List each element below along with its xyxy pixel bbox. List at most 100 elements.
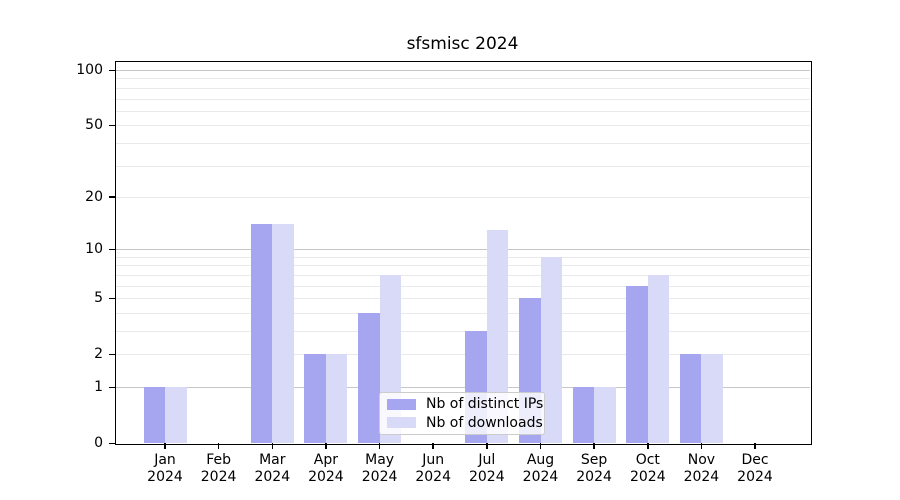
bar-downloads-mar [272,224,294,443]
y-tick-1 [109,386,115,388]
y-tick-20 [109,196,115,198]
x-tick-may [378,443,381,449]
x-tick-label-jan: Jan 2024 [133,452,197,486]
gridline-minor-20 [115,196,810,198]
x-tick-dec [754,443,756,449]
gridline-minor-40 [115,142,810,144]
x-tick-label-sep: Sep 2024 [562,452,626,486]
gridline-major-10 [115,249,810,251]
gridline-minor-8 [115,265,810,267]
x-tick-year-jun: 2024 [415,469,451,485]
y-tick-label-2: 2 [94,346,103,363]
x-tick-mar [271,443,273,449]
y-tick-5 [109,297,115,300]
gridline-minor-3 [115,331,810,332]
bar-distinct-ips-oct [626,285,648,443]
x-tick-year-nov: 2024 [683,469,720,485]
x-tick-year-mar: 2024 [254,469,291,485]
y-tick-0 [109,442,115,444]
x-tick-year-apr: 2024 [308,469,344,485]
x-tick-feb [217,443,220,449]
bar-downloads-jan [165,387,187,443]
x-tick-label-may: May 2024 [348,452,412,486]
legend-swatch-downloads-icon [387,417,416,429]
bar-downloads-oct [647,274,670,443]
x-tick-year-sep: 2024 [576,469,612,485]
x-tick-month-mar: Mar [259,452,286,468]
bar-distinct-ips-jan [143,387,165,443]
y-tick-label-100: 100 [76,62,103,78]
x-tick-month-oct: Oct [635,452,660,468]
gridline-minor-80 [115,87,810,89]
y-tick-10 [109,248,115,251]
legend-label-downloads: Nb of downloads [426,414,543,431]
gridline-minor-90 [115,78,810,80]
x-tick-month-dec: Dec [741,452,769,468]
y-tick-label-5: 5 [94,290,103,307]
x-tick-month-nov: Nov [687,452,716,468]
x-tick-month-jul: Jul [478,452,496,468]
gridline-minor-2 [115,354,810,356]
gridline-major-1 [115,387,810,388]
gridline-minor-5 [115,298,810,300]
bar-downloads-nov [701,354,723,443]
x-tick-jul [486,443,488,449]
x-tick-label-jun: Jun 2024 [401,452,465,486]
legend-label-distinct-ips: Nb of distinct IPs [426,396,544,413]
gridline-minor-50 [115,125,810,127]
gridline-minor-4 [115,312,810,314]
y-tick-50 [109,124,115,127]
gridline-major-100 [115,70,810,71]
x-tick-label-aug: Aug 2024 [509,452,573,486]
gridline-minor-70 [115,98,810,100]
y-tick-label-0: 0 [94,435,103,451]
bar-downloads-jul [486,229,509,443]
x-tick-month-jan: Jan [154,452,176,468]
x-tick-label-nov: Nov 2024 [669,452,733,486]
x-tick-month-may: May [365,452,395,468]
legend-swatch-distinct-ips-icon [387,398,416,410]
x-tick-label-jul: Jul 2024 [455,452,519,486]
gridline-minor-7 [115,274,810,276]
x-tick-month-jun: Jun [422,452,445,468]
x-tick-label-mar: Mar 2024 [240,452,304,486]
x-tick-year-oct: 2024 [629,469,666,485]
x-tick-month-sep: Sep [580,452,608,468]
x-tick-apr [325,443,327,449]
y-tick-label-10: 10 [85,241,103,258]
y-tick-label-20: 20 [85,188,103,205]
bar-distinct-ips-apr [304,354,326,443]
x-tick-year-feb: 2024 [200,469,237,485]
x-tick-label-dec: Dec 2024 [723,452,787,486]
bar-distinct-ips-may [358,312,380,443]
chart-title: sfsmisc 2024 [406,34,519,54]
x-tick-month-feb: Feb [206,452,231,468]
x-tick-sep [593,443,595,449]
x-tick-year-aug: 2024 [522,469,559,485]
bar-distinct-ips-nov [679,354,702,443]
bar-downloads-sep [594,387,616,443]
x-tick-year-may: 2024 [361,469,398,485]
x-tick-label-feb: Feb 2024 [187,452,251,486]
bar-downloads-aug [540,256,562,443]
x-tick-oct [647,443,649,449]
bar-distinct-ips-sep [572,387,595,443]
y-tick-label-50: 50 [85,117,103,134]
x-tick-label-apr: Apr 2024 [294,452,358,486]
x-tick-year-jul: 2024 [468,469,505,485]
legend: Nb of distinct IPs Nb of downloads [379,392,545,435]
y-tick-2 [109,353,115,356]
bar-distinct-ips-mar [250,224,273,443]
gridline-minor-6 [115,285,810,287]
x-tick-year-dec: 2024 [737,469,773,485]
gridline-minor-9 [115,256,810,258]
x-tick-label-oct: Oct 2024 [616,452,680,486]
y-tick-100 [109,69,115,71]
bar-downloads-apr [325,354,348,443]
legend-item-downloads: Nb of downloads [387,414,543,433]
gridline-minor-60 [115,110,810,112]
x-tick-month-apr: Apr [313,452,338,468]
